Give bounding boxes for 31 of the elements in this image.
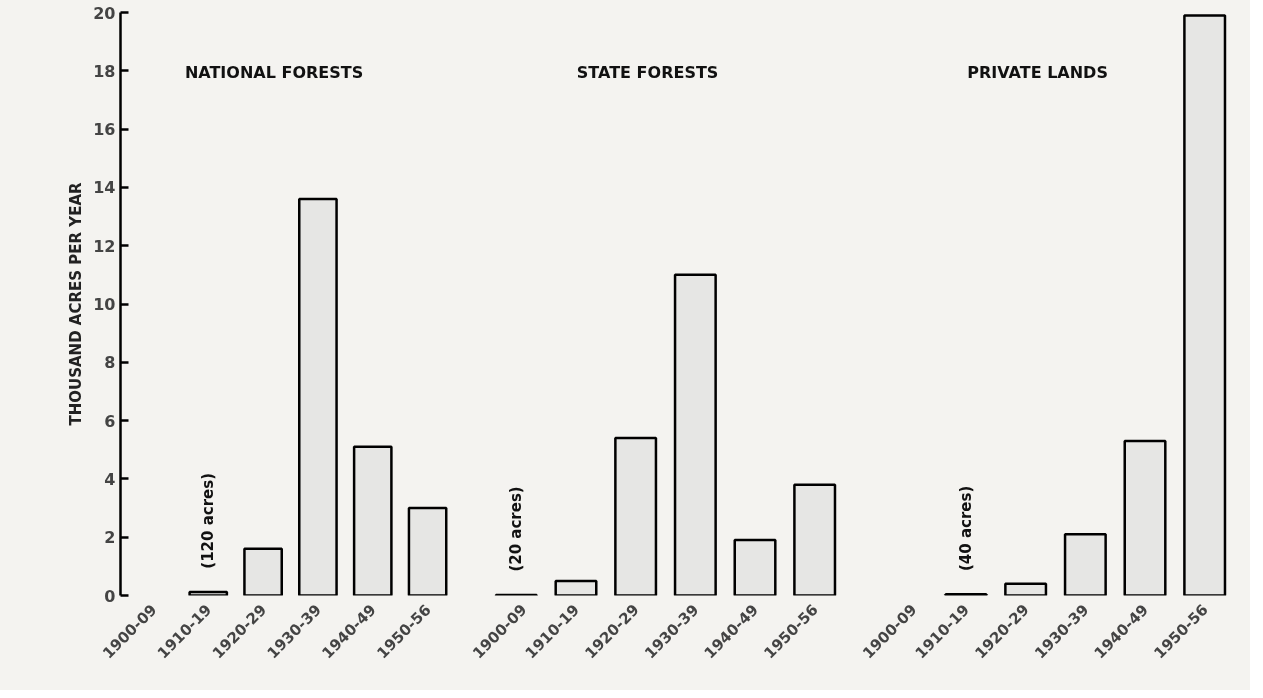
y-tick-label: 8 xyxy=(104,353,116,373)
annotation: (120 acres) xyxy=(199,472,218,569)
y-tick-label: 10 xyxy=(93,295,116,314)
y-tick-label: 12 xyxy=(93,236,116,256)
text: NATIONAL FORESTS xyxy=(184,63,364,83)
y-tick-label: 16 xyxy=(93,120,116,140)
bar xyxy=(1183,14,1227,596)
bar xyxy=(407,506,448,596)
y-tick-label: 18 xyxy=(93,61,116,81)
y-tick-label: 14 xyxy=(93,178,116,198)
text: STATE FORESTS xyxy=(576,63,719,83)
bar xyxy=(614,436,658,596)
bar xyxy=(733,538,777,596)
annotation: (20 acres) xyxy=(507,486,526,572)
bar xyxy=(554,579,598,596)
y-axis-title: THOUSAND ACRES PER YEAR xyxy=(67,182,86,426)
bar xyxy=(352,445,393,596)
bar xyxy=(298,197,338,596)
bar xyxy=(243,547,283,596)
text: PRIVATE LANDS xyxy=(967,63,1108,83)
y-tick-label: 20 xyxy=(93,3,116,23)
y-tick-label: 0 xyxy=(104,586,116,606)
bar xyxy=(1063,533,1107,596)
bar xyxy=(1004,582,1048,596)
bar xyxy=(673,273,717,596)
bar xyxy=(793,483,837,596)
annotation: (40 acres) xyxy=(956,485,975,572)
bar xyxy=(1123,439,1167,596)
y-tick-label: 4 xyxy=(104,469,116,489)
y-tick-label: 6 xyxy=(104,411,116,431)
y-tick-label: 2 xyxy=(104,528,116,548)
